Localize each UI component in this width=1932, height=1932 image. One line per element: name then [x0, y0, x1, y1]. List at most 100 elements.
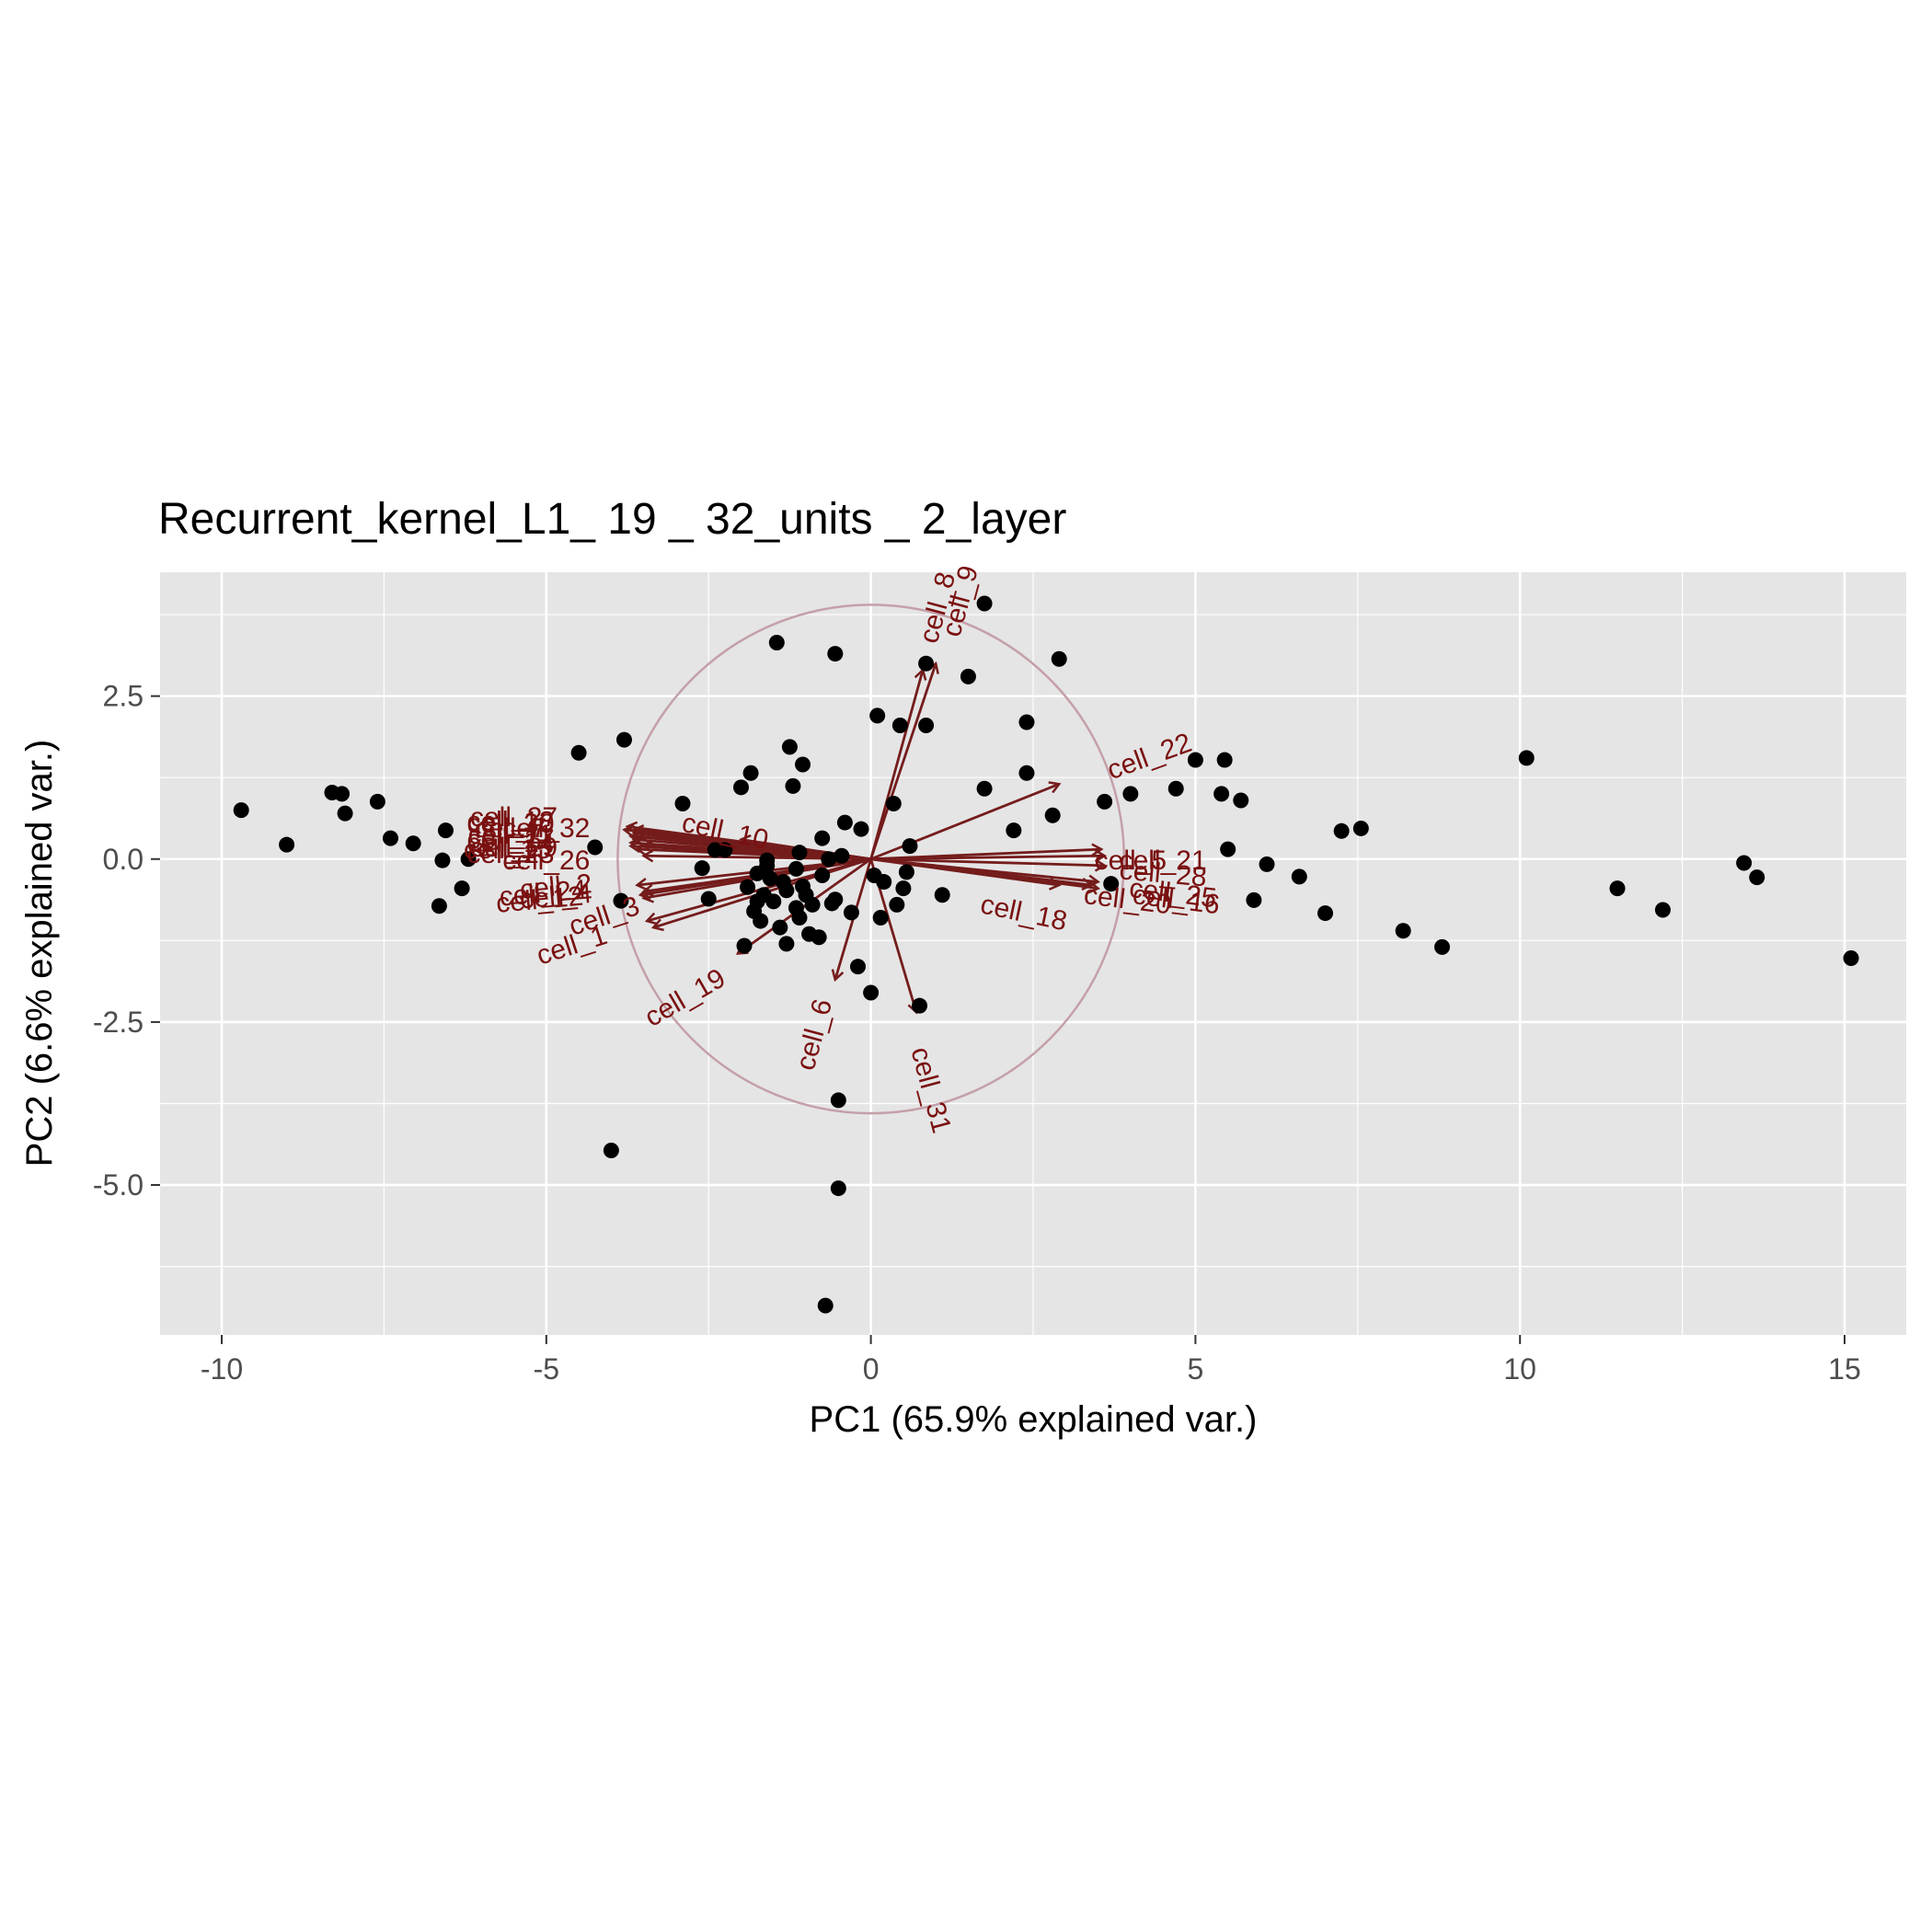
data-point — [337, 805, 353, 822]
data-point — [1103, 876, 1120, 892]
data-point — [369, 793, 385, 810]
data-point — [788, 900, 804, 916]
y-axis-title: PC2 (6.6% explained var.) — [19, 740, 60, 1167]
correlation-circle-layer — [616, 604, 1126, 1115]
data-point — [742, 765, 759, 781]
correlation-circle — [616, 604, 1126, 1115]
data-point — [587, 839, 604, 856]
data-point — [334, 786, 351, 802]
data-point — [1333, 822, 1350, 839]
loading-arrow-cell-28 — [870, 857, 1105, 866]
data-point — [778, 882, 795, 899]
data-point — [788, 860, 804, 877]
data-point — [834, 847, 850, 864]
data-point — [849, 959, 866, 975]
data-point — [976, 595, 993, 612]
data-point — [804, 896, 821, 913]
x-axis-title: PC1 (65.9% explained var.) — [810, 1399, 1258, 1440]
data-point — [615, 731, 632, 748]
data-point — [801, 926, 818, 942]
data-point — [791, 845, 808, 861]
data-point — [1213, 786, 1230, 802]
data-point — [732, 779, 749, 796]
data-point — [1518, 750, 1535, 766]
data-point — [772, 919, 788, 936]
data-point — [876, 874, 892, 891]
data-point — [1097, 793, 1113, 810]
loading-label-cell-23: cell_23 — [466, 839, 554, 869]
x-tick-label: 0 — [863, 1352, 880, 1386]
data-point — [454, 880, 470, 897]
data-point — [1736, 855, 1753, 871]
data-point — [1018, 765, 1035, 781]
y-tick-label: -2.5 — [93, 1006, 144, 1039]
data-point — [570, 744, 587, 761]
x-tick-label: 10 — [1503, 1352, 1536, 1386]
loading-label-cell-2: cell_2 — [519, 868, 593, 905]
data-point — [749, 893, 765, 910]
x-tick-label: -10 — [201, 1352, 243, 1386]
data-point — [853, 821, 869, 837]
data-point — [1216, 752, 1233, 768]
data-point — [827, 891, 844, 908]
x-tick-label: 15 — [1828, 1352, 1861, 1386]
loading-label-cell-24: cell_24 — [498, 875, 588, 913]
data-point — [1749, 869, 1765, 886]
data-point — [1352, 820, 1369, 836]
loading-label-cell-11: cell_11 — [468, 820, 554, 850]
data-point — [382, 830, 398, 846]
data-point — [694, 860, 710, 877]
loading-label-cell-5: cell_5 — [1095, 845, 1167, 876]
data-point — [434, 852, 451, 868]
loading-label-cell-21: cell_21 — [1120, 845, 1207, 876]
data-point — [1434, 938, 1451, 955]
data-point — [233, 802, 249, 819]
data-point — [885, 796, 902, 812]
data-point — [821, 851, 837, 868]
x-tick-label: 5 — [1187, 1352, 1203, 1386]
data-point — [898, 864, 914, 880]
data-point — [740, 879, 756, 895]
data-point — [814, 867, 831, 883]
loading-label-cell-15: cell_15 — [464, 834, 551, 865]
data-point — [918, 718, 935, 734]
data-point — [827, 646, 844, 662]
data-point — [759, 857, 776, 874]
data-point — [1187, 752, 1203, 768]
y-tick-label: -5.0 — [93, 1168, 144, 1202]
data-point — [460, 851, 477, 868]
loading-label-cell-26: cell_26 — [502, 845, 590, 876]
loading-arrow-cell-8 — [869, 670, 923, 860]
data-point — [902, 838, 918, 855]
loading-arrow-cell-9 — [869, 663, 937, 860]
data-point — [1220, 841, 1236, 857]
loading-label-cell-12: cell_12 — [495, 881, 585, 919]
x-tick-label: -5 — [534, 1352, 559, 1386]
loading-label-cell-17: cell_17 — [466, 824, 554, 855]
minor-gridlines — [160, 572, 1906, 1335]
data-point — [765, 893, 782, 910]
loading-arrow-cell-5 — [870, 856, 1105, 859]
data-point — [1654, 902, 1671, 918]
data-point — [891, 718, 908, 734]
data-point — [934, 887, 950, 903]
data-point — [768, 635, 785, 651]
data-point — [700, 891, 717, 907]
loading-label-cell-29: cell_29 — [470, 833, 558, 863]
data-point — [795, 756, 811, 773]
loading-label-cell-32: cell_32 — [502, 813, 590, 844]
data-point — [960, 668, 976, 684]
data-point — [674, 796, 691, 812]
loading-arrow-cell-19 — [738, 857, 872, 954]
y-tick-label: 2.5 — [103, 680, 144, 713]
loading-label-cell-7: cell_7 — [475, 813, 546, 844]
data-point — [836, 814, 853, 831]
data-point — [1843, 949, 1859, 966]
data-point — [872, 910, 889, 926]
loading-label-cell-27: cell_27 — [470, 802, 558, 833]
data-point — [1259, 856, 1275, 872]
data-point — [1044, 807, 1061, 823]
data-point — [895, 880, 912, 897]
data-point — [717, 842, 733, 858]
